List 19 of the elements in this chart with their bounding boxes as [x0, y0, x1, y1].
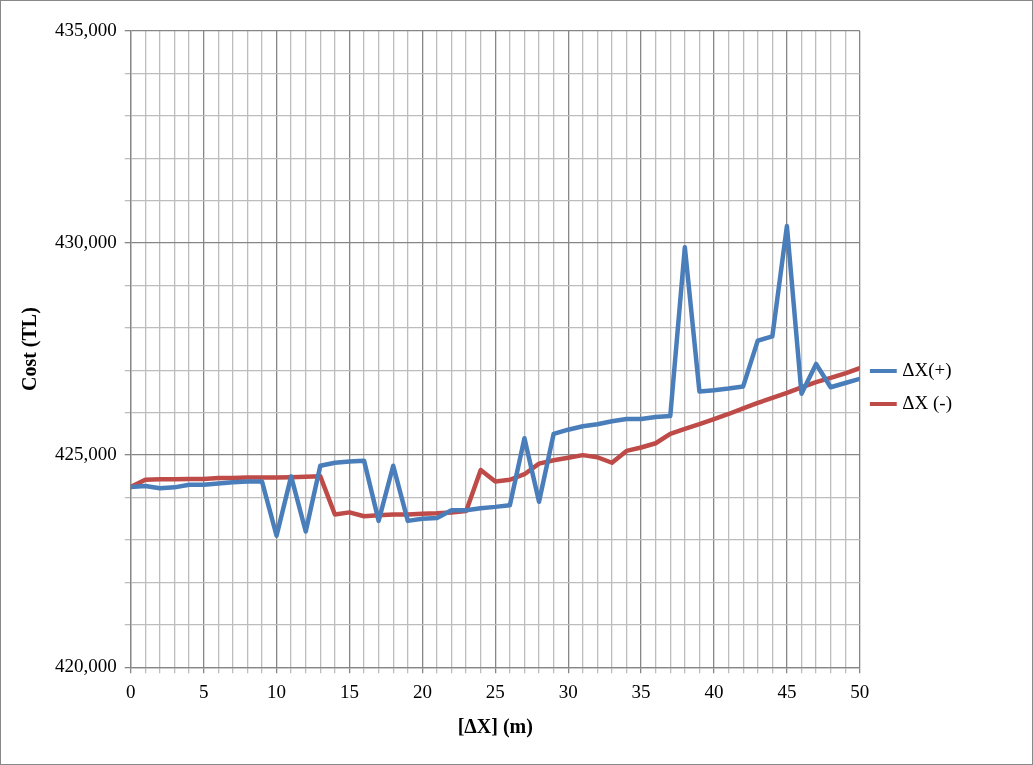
x-axis-title: [ΔX] (m) [457, 715, 533, 739]
x-tick-label: 5 [198, 680, 209, 702]
x-tick-label: 10 [267, 680, 287, 702]
x-tick-label: 20 [412, 680, 432, 702]
y-tick-label: 420,000 [55, 655, 117, 677]
x-tick-label: 30 [558, 680, 578, 702]
x-tick-label: 25 [485, 680, 505, 702]
y-tick-label: 425,000 [55, 443, 117, 465]
x-tick-label: 40 [704, 680, 724, 702]
legend-label: ΔX (-) [902, 391, 952, 414]
x-tick-label: 50 [850, 680, 870, 702]
y-tick-label: 430,000 [55, 231, 117, 253]
x-tick-label: 15 [339, 680, 359, 702]
y-axis-title: Cost (TL) [18, 307, 42, 392]
legend-label: ΔX(+) [902, 358, 952, 381]
x-tick-label: 35 [631, 680, 651, 702]
x-tick-label: 0 [126, 680, 136, 702]
y-tick-label: 435,000 [55, 18, 117, 40]
x-tick-label: 45 [777, 680, 797, 702]
